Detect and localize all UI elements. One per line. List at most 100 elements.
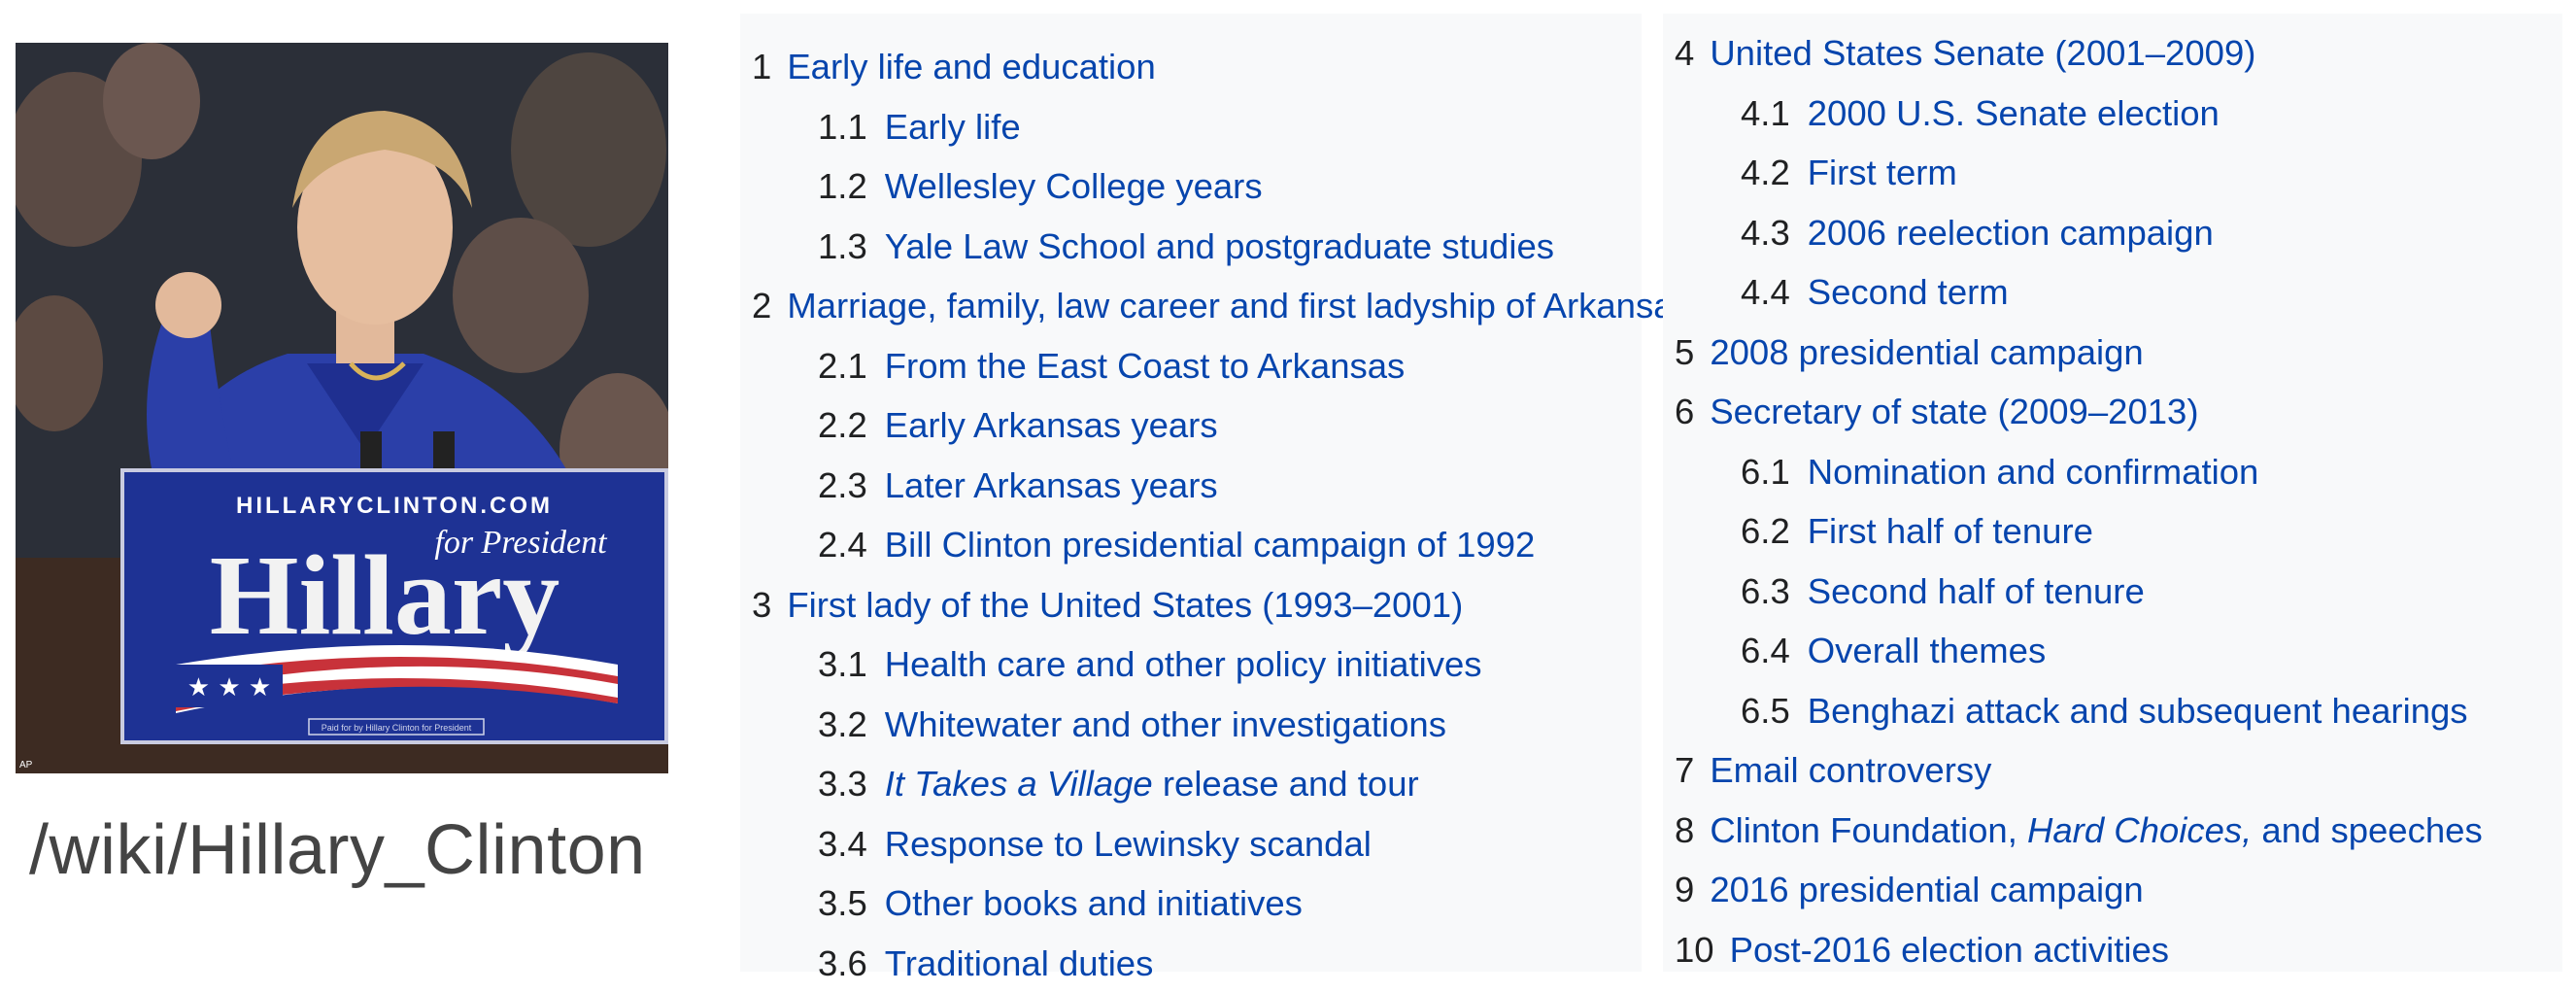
toc-item: 3.2 Whitewater and other investigations xyxy=(740,695,1642,755)
toc-link-text: First term xyxy=(1808,153,1957,192)
toc-number: 3.3 xyxy=(818,764,867,804)
portrait-photo: HILLARYCLINTON.COM for President Hillary… xyxy=(16,43,668,773)
toc-link[interactable]: Yale Law School and postgraduate studies xyxy=(885,226,1554,266)
toc-item: 4.1 2000 U.S. Senate election xyxy=(1663,84,2562,144)
toc-item: 3.3 It Takes a Village release and tour xyxy=(740,754,1642,814)
toc-link[interactable]: Early life xyxy=(885,107,1021,147)
toc-number: 8 xyxy=(1675,810,1694,850)
toc-link[interactable]: 2000 U.S. Senate election xyxy=(1808,93,2220,133)
toc-link[interactable]: Response to Lewinsky scandal xyxy=(885,824,1372,864)
toc-item: 4.4 Second term xyxy=(1663,262,2562,323)
toc-number: 4.4 xyxy=(1741,272,1790,312)
toc-number: 2 xyxy=(752,286,771,325)
toc-link[interactable]: Nomination and confirmation xyxy=(1808,452,2259,492)
toc-link-text: United States Senate (2001–2009) xyxy=(1710,33,2255,73)
toc-link[interactable]: It Takes a Village release and tour xyxy=(885,764,1419,804)
toc-link-italic-text: It Takes a Village xyxy=(885,764,1153,804)
toc-link[interactable]: Email controversy xyxy=(1710,750,1991,790)
toc-link[interactable]: Early life and education xyxy=(787,47,1155,86)
toc-link-text: Health care and other policy initiatives xyxy=(885,644,1482,684)
toc-link[interactable]: Later Arkansas years xyxy=(885,465,1218,505)
toc-link[interactable]: 2008 presidential campaign xyxy=(1710,332,2143,372)
toc-link-text: Whitewater and other investigations xyxy=(885,704,1446,744)
toc-number: 6.2 xyxy=(1741,511,1790,551)
toc-link[interactable]: Other books and initiatives xyxy=(885,883,1303,923)
toc-link[interactable]: Bill Clinton presidential campaign of 19… xyxy=(885,525,1536,565)
toc-number: 3 xyxy=(752,585,771,625)
toc-number: 6 xyxy=(1675,392,1694,431)
toc-link[interactable]: Whitewater and other investigations xyxy=(885,704,1446,744)
toc-number: 3.5 xyxy=(818,883,867,923)
toc-link-text: From the East Coast to Arkansas xyxy=(885,346,1406,386)
toc-item: 2.3 Later Arkansas years xyxy=(740,456,1642,516)
toc-number: 3.6 xyxy=(818,943,867,983)
toc-number: 1.2 xyxy=(818,166,867,206)
toc-link-text: Bill Clinton presidential campaign of 19… xyxy=(885,525,1536,565)
toc-item: 3.5 Other books and initiatives xyxy=(740,873,1642,934)
toc-link[interactable]: First term xyxy=(1808,153,1957,192)
toc-item: 1.3 Yale Law School and postgraduate stud… xyxy=(740,217,1642,277)
toc-item: 8 Clinton Foundation, Hard Choices, and s… xyxy=(1663,801,2562,861)
toc-link[interactable]: Traditional duties xyxy=(885,943,1154,983)
toc-number: 4.1 xyxy=(1741,93,1790,133)
toc-link[interactable]: First half of tenure xyxy=(1808,511,2093,551)
toc-number: 4.2 xyxy=(1741,153,1790,192)
toc-link[interactable]: From the East Coast to Arkansas xyxy=(885,346,1406,386)
toc-item: 6.5 Benghazi attack and subsequent hearin… xyxy=(1663,681,2562,741)
sign-name-text: Hillary xyxy=(210,531,560,659)
toc-number: 2.1 xyxy=(818,346,867,386)
toc-link-text: 2006 reelection campaign xyxy=(1808,213,2214,253)
toc-link-text: and speeches xyxy=(2252,810,2482,850)
toc-link[interactable]: Second half of tenure xyxy=(1808,571,2145,611)
toc-link-text: Benghazi attack and subsequent hearings xyxy=(1808,691,2468,731)
toc-link-text: Yale Law School and postgraduate studies xyxy=(885,226,1554,266)
toc-link-text: First half of tenure xyxy=(1808,511,2093,551)
toc-link[interactable]: Health care and other policy initiatives xyxy=(885,644,1482,684)
toc-link-text: Response to Lewinsky scandal xyxy=(885,824,1372,864)
toc-link[interactable]: 2006 reelection campaign xyxy=(1808,213,2214,253)
toc-number: 1.3 xyxy=(818,226,867,266)
toc-number: 2.4 xyxy=(818,525,867,565)
toc-item: 6.1 Nomination and confirmation xyxy=(1663,442,2562,502)
sign-footer-text: Paid for by Hillary Clinton for Presiden… xyxy=(322,723,472,733)
svg-text:★ ★ ★: ★ ★ ★ xyxy=(187,673,271,702)
toc-number: 6.5 xyxy=(1741,691,1790,731)
toc-link[interactable]: First lady of the United States (1993–20… xyxy=(787,585,1463,625)
toc-number: 6.4 xyxy=(1741,631,1790,670)
toc-number: 3.2 xyxy=(818,704,867,744)
toc-link[interactable]: Post-2016 election activities xyxy=(1730,930,2169,970)
toc-item: 7 Email controversy xyxy=(1663,740,2562,801)
page-url-label: /wiki/Hillary_Clinton xyxy=(29,810,646,890)
toc-link[interactable]: Secretary of state (2009–2013) xyxy=(1710,392,2198,431)
toc-link-text: Other books and initiatives xyxy=(885,883,1303,923)
toc-link[interactable]: Overall themes xyxy=(1808,631,2046,670)
toc-link-text: 2016 presidential campaign xyxy=(1710,870,2143,909)
toc-number: 6.1 xyxy=(1741,452,1790,492)
toc-link[interactable]: United States Senate (2001–2009) xyxy=(1710,33,2255,73)
toc-number: 7 xyxy=(1675,750,1694,790)
toc-link[interactable]: Wellesley College years xyxy=(885,166,1263,206)
portrait-illustration: HILLARYCLINTON.COM for President Hillary… xyxy=(16,43,668,773)
toc-link[interactable]: 2016 presidential campaign xyxy=(1710,870,2143,909)
toc-link-text: First lady of the United States (1993–20… xyxy=(787,585,1463,625)
toc-link-text: Clinton Foundation, xyxy=(1710,810,2027,850)
toc-item: 3.1 Health care and other policy initiati… xyxy=(740,634,1642,695)
toc-number: 2.3 xyxy=(818,465,867,505)
toc-link-text: Early life and education xyxy=(787,47,1155,86)
toc-link[interactable]: Benghazi attack and subsequent hearings xyxy=(1808,691,2468,731)
toc-link[interactable]: Second term xyxy=(1808,272,2009,312)
toc-link[interactable]: Clinton Foundation, Hard Choices, and sp… xyxy=(1710,810,2482,850)
toc-number: 3.1 xyxy=(818,644,867,684)
toc-link[interactable]: Marriage, family, law career and first l… xyxy=(787,286,1690,325)
toc-item: 3 First lady of the United States (1993–2… xyxy=(740,575,1642,635)
toc-link[interactable]: Early Arkansas years xyxy=(885,405,1218,445)
